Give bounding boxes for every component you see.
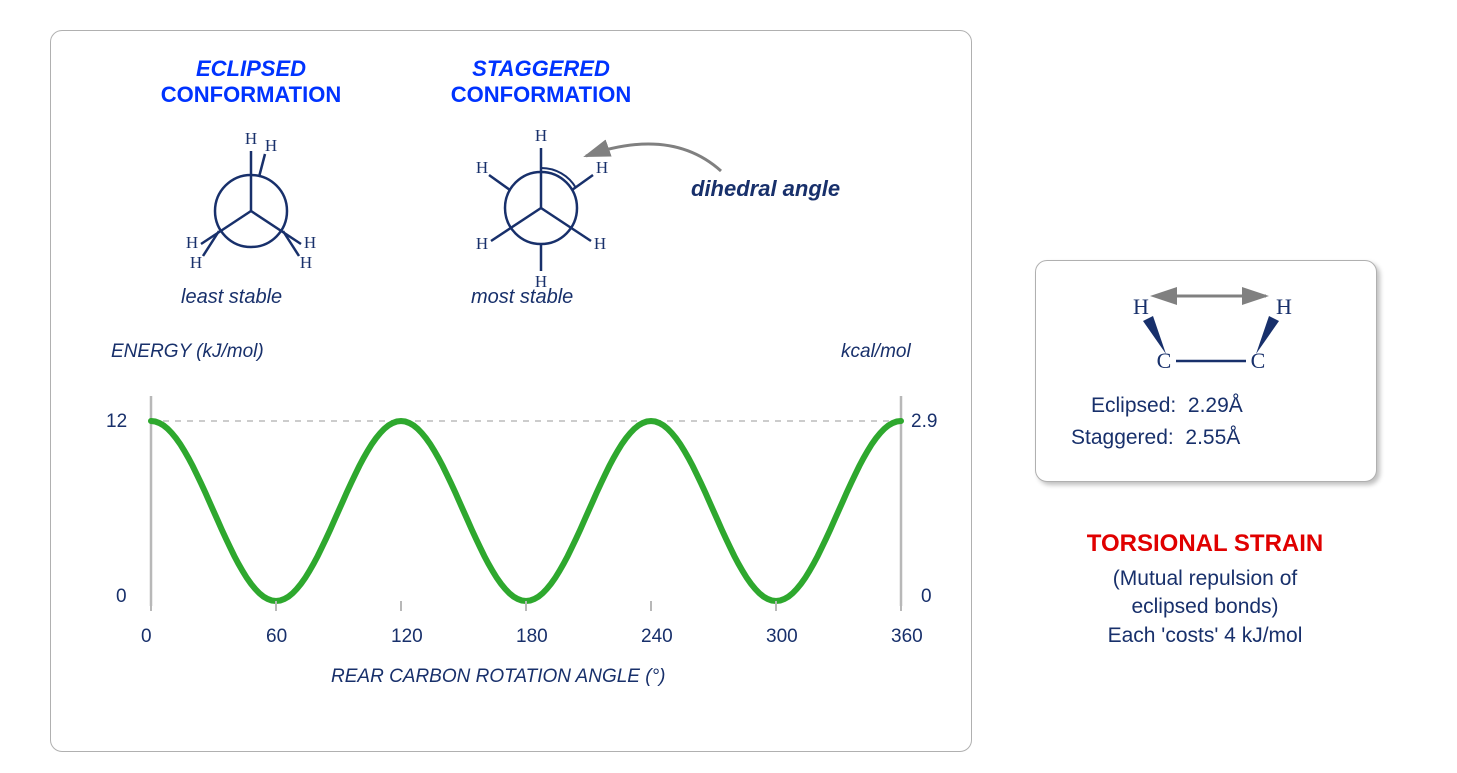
hh-distance-diagram: H H C C bbox=[1036, 266, 1376, 386]
strain-line1: (Mutual repulsion of bbox=[1113, 567, 1297, 590]
torsional-strain-title: TORSIONAL STRAIN bbox=[1035, 530, 1375, 558]
x-tick-300: 300 bbox=[766, 626, 798, 648]
eclipsed-line2: CONFORMATION bbox=[121, 82, 381, 108]
y-right-tick-29: 2.9 bbox=[911, 411, 937, 433]
h-label: H bbox=[300, 253, 312, 272]
c-atom: C bbox=[1157, 348, 1172, 373]
x-tick-360: 360 bbox=[891, 626, 923, 648]
y-right-tick-0: 0 bbox=[921, 586, 932, 608]
h-atom: H bbox=[1133, 294, 1149, 319]
eclipsed-dist-key: Eclipsed: bbox=[1091, 394, 1176, 417]
distance-box: H H C C Eclipsed: 2.29Å Staggered: 2.55Å bbox=[1035, 260, 1377, 482]
h-label: H bbox=[186, 233, 198, 252]
y-left-tick-0: 0 bbox=[116, 586, 127, 608]
eclipsed-title: ECLIPSED CONFORMATION bbox=[121, 56, 381, 109]
h-label: H bbox=[594, 234, 606, 253]
eclipsed-dist-label: Eclipsed: 2.29Å bbox=[1091, 394, 1243, 418]
h-label: H bbox=[265, 136, 277, 155]
main-panel: ECLIPSED CONFORMATION STAGGERED CONFORMA… bbox=[50, 30, 972, 752]
strain-line2: eclipsed bonds) bbox=[1131, 595, 1278, 618]
c-atom: C bbox=[1251, 348, 1266, 373]
y-left-tick-12: 12 bbox=[106, 411, 127, 433]
staggered-line1: STAGGERED bbox=[411, 56, 671, 82]
h-label: H bbox=[476, 158, 488, 177]
staggered-dist-label: Staggered: 2.55Å bbox=[1071, 426, 1240, 450]
h-atom: H bbox=[1276, 294, 1292, 319]
eclipsed-dist-val: 2.29Å bbox=[1188, 394, 1243, 417]
staggered-title: STAGGERED CONFORMATION bbox=[411, 56, 671, 109]
torsional-strain-body: (Mutual repulsion of eclipsed bonds) Eac… bbox=[1035, 565, 1375, 650]
h-label: H bbox=[245, 129, 257, 148]
h-label: H bbox=[476, 234, 488, 253]
x-tick-0: 0 bbox=[141, 626, 152, 648]
x-tick-180: 180 bbox=[516, 626, 548, 648]
x-tick-240: 240 bbox=[641, 626, 673, 648]
staggered-line2: CONFORMATION bbox=[411, 82, 671, 108]
h-label: H bbox=[190, 253, 202, 272]
h-label: H bbox=[535, 126, 547, 145]
y-right-label: kcal/mol bbox=[841, 341, 911, 363]
eclipsed-line1: ECLIPSED bbox=[121, 56, 381, 82]
x-tick-60: 60 bbox=[266, 626, 287, 648]
dihedral-label: dihedral angle bbox=[691, 176, 840, 202]
staggered-dist-val: 2.55Å bbox=[1185, 426, 1240, 449]
eclipsed-newman: H H H H H H bbox=[161, 116, 341, 286]
x-tick-120: 120 bbox=[391, 626, 423, 648]
h-label: H bbox=[304, 233, 316, 252]
staggered-subtitle: most stable bbox=[471, 286, 573, 309]
strain-line3: Each 'costs' 4 kJ/mol bbox=[1108, 624, 1303, 647]
x-label: REAR CARBON ROTATION ANGLE (°) bbox=[331, 666, 666, 688]
eclipsed-subtitle: least stable bbox=[181, 286, 282, 309]
staggered-dist-key: Staggered: bbox=[1071, 426, 1174, 449]
y-left-label: ENERGY (kJ/mol) bbox=[111, 341, 264, 363]
